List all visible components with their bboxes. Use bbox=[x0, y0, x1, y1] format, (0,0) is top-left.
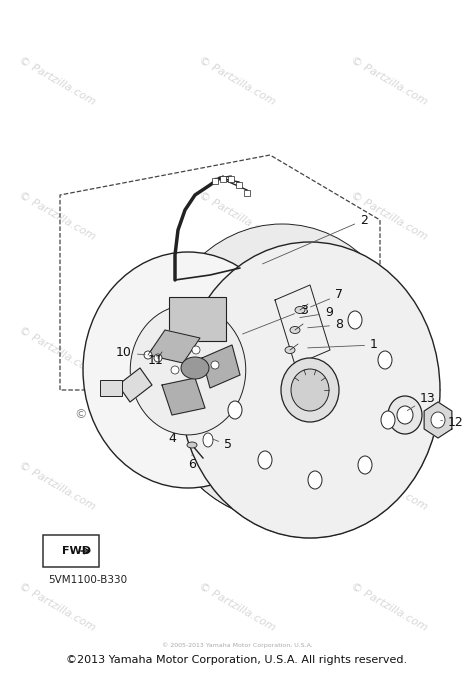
Ellipse shape bbox=[83, 252, 293, 488]
Polygon shape bbox=[148, 330, 200, 363]
Text: 1: 1 bbox=[308, 338, 378, 352]
Text: © Partzilla.com: © Partzilla.com bbox=[197, 325, 277, 377]
Polygon shape bbox=[275, 285, 330, 365]
Ellipse shape bbox=[281, 358, 339, 422]
Ellipse shape bbox=[295, 306, 305, 313]
Polygon shape bbox=[118, 368, 152, 402]
Ellipse shape bbox=[203, 298, 213, 312]
Text: © Partzilla.com: © Partzilla.com bbox=[197, 190, 277, 242]
Text: 4: 4 bbox=[168, 431, 176, 445]
Text: FWD: FWD bbox=[62, 546, 91, 556]
Text: 5: 5 bbox=[213, 439, 232, 452]
Text: 9: 9 bbox=[300, 306, 333, 319]
Text: 12: 12 bbox=[441, 416, 464, 429]
Text: © Partzilla.com: © Partzilla.com bbox=[197, 55, 277, 107]
Text: 8: 8 bbox=[308, 319, 343, 331]
Ellipse shape bbox=[358, 456, 372, 474]
Text: 11: 11 bbox=[148, 354, 164, 367]
Text: 3: 3 bbox=[243, 304, 308, 334]
Text: 7: 7 bbox=[310, 288, 343, 307]
Ellipse shape bbox=[228, 401, 242, 419]
FancyBboxPatch shape bbox=[169, 297, 226, 341]
Ellipse shape bbox=[291, 369, 329, 411]
Polygon shape bbox=[152, 333, 184, 429]
Text: 5VM1100-B330: 5VM1100-B330 bbox=[48, 575, 127, 585]
Text: 6: 6 bbox=[188, 455, 196, 472]
Circle shape bbox=[211, 361, 219, 369]
Ellipse shape bbox=[152, 224, 412, 520]
Text: ©2013 Yamaha Motor Corporation, U.S.A. All rights reserved.: ©2013 Yamaha Motor Corporation, U.S.A. A… bbox=[66, 655, 408, 665]
Circle shape bbox=[192, 346, 200, 354]
Ellipse shape bbox=[388, 396, 422, 434]
Text: 2: 2 bbox=[263, 213, 368, 264]
Text: © Partzilla.com: © Partzilla.com bbox=[349, 55, 428, 107]
Text: © Partzilla.com: © Partzilla.com bbox=[17, 55, 97, 107]
Text: © Partzilla.com: © Partzilla.com bbox=[349, 582, 428, 633]
Circle shape bbox=[154, 354, 162, 362]
Bar bbox=[236, 182, 242, 188]
Text: 10: 10 bbox=[116, 346, 145, 360]
Ellipse shape bbox=[203, 433, 213, 447]
Ellipse shape bbox=[180, 242, 440, 538]
Polygon shape bbox=[156, 410, 436, 538]
Circle shape bbox=[144, 351, 152, 359]
Text: © Partzilla.com: © Partzilla.com bbox=[17, 190, 97, 242]
Text: © Partzilla.com: © Partzilla.com bbox=[17, 460, 97, 512]
Ellipse shape bbox=[378, 351, 392, 369]
Ellipse shape bbox=[258, 451, 272, 469]
Text: © Partzilla.com: © Partzilla.com bbox=[349, 325, 428, 377]
Text: © 2005-2013 Yamaha Motor Corporation, U.S.A.: © 2005-2013 Yamaha Motor Corporation, U.… bbox=[162, 642, 312, 648]
Text: © Partzilla.com: © Partzilla.com bbox=[17, 325, 97, 377]
Ellipse shape bbox=[348, 311, 362, 329]
Ellipse shape bbox=[181, 357, 209, 379]
Bar bbox=[220, 176, 226, 182]
Polygon shape bbox=[424, 402, 452, 438]
Ellipse shape bbox=[431, 412, 445, 428]
Text: © Partzilla.com: © Partzilla.com bbox=[349, 460, 428, 512]
Bar bbox=[228, 176, 234, 182]
Polygon shape bbox=[162, 378, 205, 415]
Bar bbox=[100, 380, 122, 396]
Text: 13: 13 bbox=[407, 392, 436, 410]
Text: © Partzilla.com: © Partzilla.com bbox=[349, 190, 428, 242]
Circle shape bbox=[171, 366, 179, 374]
Bar bbox=[244, 190, 250, 196]
Ellipse shape bbox=[308, 471, 322, 489]
Ellipse shape bbox=[381, 411, 395, 429]
Polygon shape bbox=[202, 345, 240, 388]
Ellipse shape bbox=[290, 327, 300, 333]
Bar bbox=[212, 178, 218, 184]
Text: © Partzilla.com: © Partzilla.com bbox=[17, 582, 97, 633]
Ellipse shape bbox=[285, 346, 295, 354]
Text: © Partzilla.com: © Partzilla.com bbox=[197, 460, 277, 512]
Text: © Partzilla.com: © Partzilla.com bbox=[75, 408, 172, 421]
Text: © Partzilla.com: © Partzilla.com bbox=[197, 582, 277, 633]
Ellipse shape bbox=[397, 406, 413, 424]
FancyBboxPatch shape bbox=[43, 535, 99, 567]
Ellipse shape bbox=[130, 305, 246, 435]
Ellipse shape bbox=[187, 442, 197, 448]
